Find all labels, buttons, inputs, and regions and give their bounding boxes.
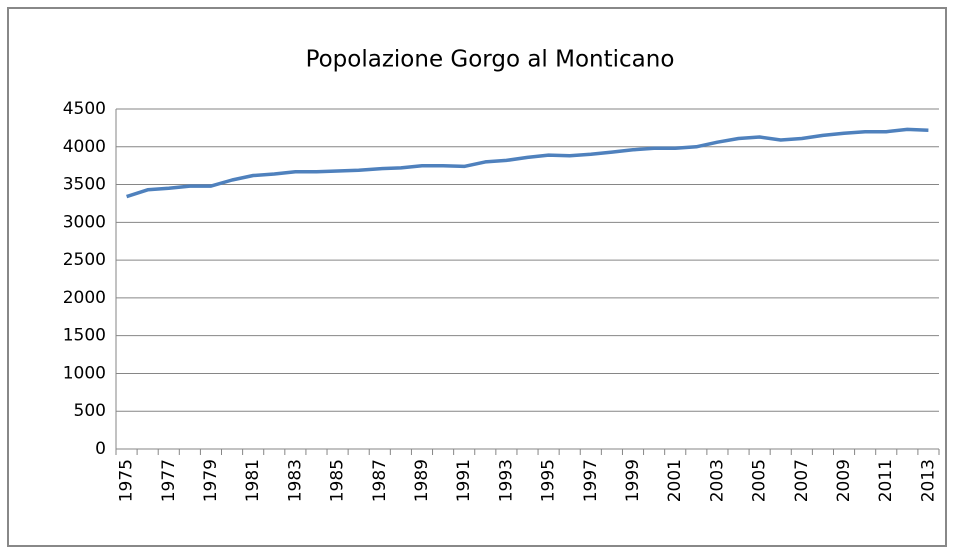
x-tick-label: 1977	[159, 459, 179, 502]
y-tick-label: 1000	[63, 363, 106, 383]
x-tick-label: 1985	[328, 459, 348, 502]
chart-border	[7, 7, 947, 547]
x-tick-label: 1981	[243, 459, 263, 502]
x-tick-label: 1993	[496, 459, 516, 502]
x-tick-label: 2005	[750, 459, 770, 502]
y-tick-label: 3500	[63, 175, 106, 195]
x-tick-label: 1983	[285, 459, 305, 502]
x-tick-label: 2007	[792, 459, 812, 502]
x-tick-label: 2001	[665, 459, 685, 502]
x-tick-label: 1979	[201, 459, 221, 502]
x-tick-label: 2003	[707, 459, 727, 502]
x-tick-label: 1991	[454, 459, 474, 502]
x-tick-label: 1987	[370, 459, 390, 502]
x-tick-label: 1975	[117, 459, 137, 502]
y-tick-label: 4500	[63, 99, 106, 119]
x-tick-label: 2009	[834, 459, 854, 502]
x-tick-label: 2011	[876, 459, 896, 502]
y-tick-label: 3000	[63, 212, 106, 232]
data-line	[126, 127, 929, 199]
chart-title: Popolazione Gorgo al Monticano	[306, 47, 675, 73]
y-tick-label: 2000	[63, 288, 106, 308]
x-tick-label: 1999	[623, 459, 643, 502]
y-tick-label: 500	[74, 401, 106, 421]
y-tick-label: 0	[95, 439, 106, 459]
x-tick-label: 1997	[581, 459, 601, 502]
y-tick-label: 1500	[63, 326, 106, 346]
y-tick-label: 2500	[63, 250, 106, 270]
y-tick-label: 4000	[63, 137, 106, 157]
x-tick-label: 1989	[412, 459, 432, 502]
x-tick-label: 1995	[539, 459, 559, 502]
x-tick-label: 2013	[918, 459, 938, 502]
